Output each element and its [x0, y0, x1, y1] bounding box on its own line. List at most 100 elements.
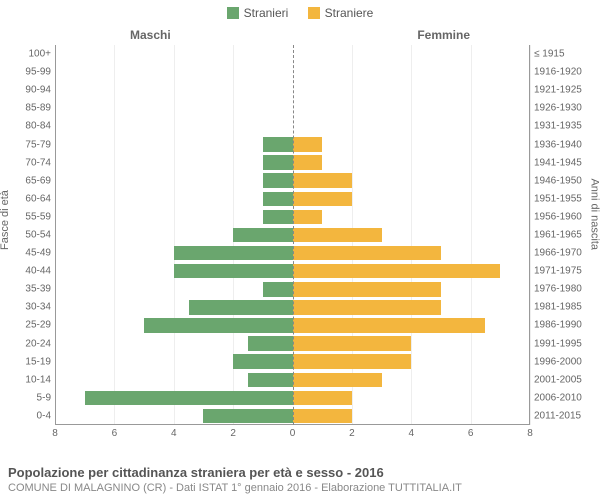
- age-label: 40-44: [25, 266, 55, 277]
- chart-footer: Popolazione per cittadinanza straniera p…: [8, 465, 592, 494]
- bar-male: [248, 336, 293, 350]
- bar-female: [293, 409, 352, 423]
- bar-female: [293, 300, 441, 314]
- bar-male: [203, 409, 292, 423]
- header-female: Femmine: [417, 28, 470, 42]
- x-tick-label: 2: [230, 425, 236, 439]
- chart-plot: 100+≤ 191595-991916-192090-941921-192585…: [55, 45, 530, 425]
- age-label: 45-49: [25, 248, 55, 259]
- bar-female: [293, 354, 412, 368]
- birth-label: 1936-1940: [530, 139, 582, 150]
- birth-label: 1916-1920: [530, 67, 582, 78]
- age-label: 60-64: [25, 193, 55, 204]
- age-label: 100+: [28, 49, 55, 60]
- legend-male-swatch: [227, 7, 239, 19]
- birth-label: 1926-1930: [530, 103, 582, 114]
- age-label: 65-69: [25, 175, 55, 186]
- birth-label: 2001-2005: [530, 374, 582, 385]
- legend-female: Straniere: [308, 6, 374, 20]
- age-label: 35-39: [25, 284, 55, 295]
- birth-label: 1931-1935: [530, 121, 582, 132]
- bar-male: [263, 210, 293, 224]
- birth-label: 1956-1960: [530, 211, 582, 222]
- age-label: 20-24: [25, 338, 55, 349]
- bar-female: [293, 173, 352, 187]
- bar-female: [293, 391, 352, 405]
- bar-male: [189, 300, 293, 314]
- chart-title: Popolazione per cittadinanza straniera p…: [8, 465, 592, 480]
- x-tick-label: 6: [468, 425, 474, 439]
- legend: Stranieri Straniere: [0, 0, 600, 22]
- bar-female: [293, 137, 323, 151]
- bar-male: [263, 173, 293, 187]
- birth-label: 1961-1965: [530, 229, 582, 240]
- age-label: 0-4: [37, 410, 55, 421]
- bar-female: [293, 155, 323, 169]
- birth-label: 1941-1945: [530, 157, 582, 168]
- bar-male: [174, 246, 293, 260]
- bar-female: [293, 264, 501, 278]
- x-tick-label: 6: [112, 425, 118, 439]
- age-label: 85-89: [25, 103, 55, 114]
- age-label: 25-29: [25, 320, 55, 331]
- age-label: 70-74: [25, 157, 55, 168]
- bar-female: [293, 282, 441, 296]
- age-label: 90-94: [25, 85, 55, 96]
- birth-label: 1971-1975: [530, 266, 582, 277]
- age-label: 80-84: [25, 121, 55, 132]
- x-tick-label: 0: [290, 425, 296, 439]
- birth-label: 1991-1995: [530, 338, 582, 349]
- bar-male: [174, 264, 293, 278]
- x-tick-label: 8: [52, 425, 58, 439]
- bar-male: [263, 137, 293, 151]
- bar-male: [85, 391, 293, 405]
- age-label: 5-9: [37, 392, 55, 403]
- birth-label: 2006-2010: [530, 392, 582, 403]
- birth-label: 1921-1925: [530, 85, 582, 96]
- birth-label: 2011-2015: [530, 410, 581, 421]
- x-tick-label: 8: [527, 425, 533, 439]
- bar-male: [263, 155, 293, 169]
- birth-label: 1996-2000: [530, 356, 582, 367]
- bar-female: [293, 336, 412, 350]
- bar-male: [248, 373, 293, 387]
- bar-female: [293, 192, 352, 206]
- age-label: 30-34: [25, 302, 55, 313]
- age-label: 75-79: [25, 139, 55, 150]
- bar-female: [293, 318, 486, 332]
- x-tick-label: 2: [349, 425, 355, 439]
- birth-label: ≤ 1915: [530, 49, 565, 60]
- legend-male-label: Stranieri: [244, 6, 289, 20]
- header-male: Maschi: [130, 28, 171, 42]
- birth-label: 1946-1950: [530, 175, 582, 186]
- pyramid-chart: Stranieri Straniere Maschi Femmine Fasce…: [0, 0, 600, 500]
- bar-male: [233, 228, 292, 242]
- birth-label: 1986-1990: [530, 320, 582, 331]
- y-axis-right-title: Anni di nascita: [589, 178, 600, 250]
- x-tick-label: 4: [408, 425, 414, 439]
- bar-male: [263, 192, 293, 206]
- legend-female-label: Straniere: [325, 6, 374, 20]
- bar-female: [293, 228, 382, 242]
- chart-subtitle: COMUNE DI MALAGNINO (CR) - Dati ISTAT 1°…: [8, 482, 592, 494]
- bar-male: [263, 282, 293, 296]
- birth-label: 1951-1955: [530, 193, 582, 204]
- birth-label: 1981-1985: [530, 302, 582, 313]
- age-label: 15-19: [25, 356, 55, 367]
- birth-label: 1976-1980: [530, 284, 582, 295]
- bar-male: [144, 318, 292, 332]
- bar-female: [293, 210, 323, 224]
- y-axis-left-title: Fasce di età: [0, 190, 11, 250]
- bar-male: [233, 354, 292, 368]
- center-line: [293, 45, 294, 425]
- x-tick-label: 4: [171, 425, 177, 439]
- age-label: 55-59: [25, 211, 55, 222]
- age-label: 95-99: [25, 67, 55, 78]
- legend-female-swatch: [308, 7, 320, 19]
- age-label: 10-14: [25, 374, 55, 385]
- bar-female: [293, 373, 382, 387]
- bar-female: [293, 246, 441, 260]
- age-label: 50-54: [25, 229, 55, 240]
- birth-label: 1966-1970: [530, 248, 582, 259]
- legend-male: Stranieri: [227, 6, 289, 20]
